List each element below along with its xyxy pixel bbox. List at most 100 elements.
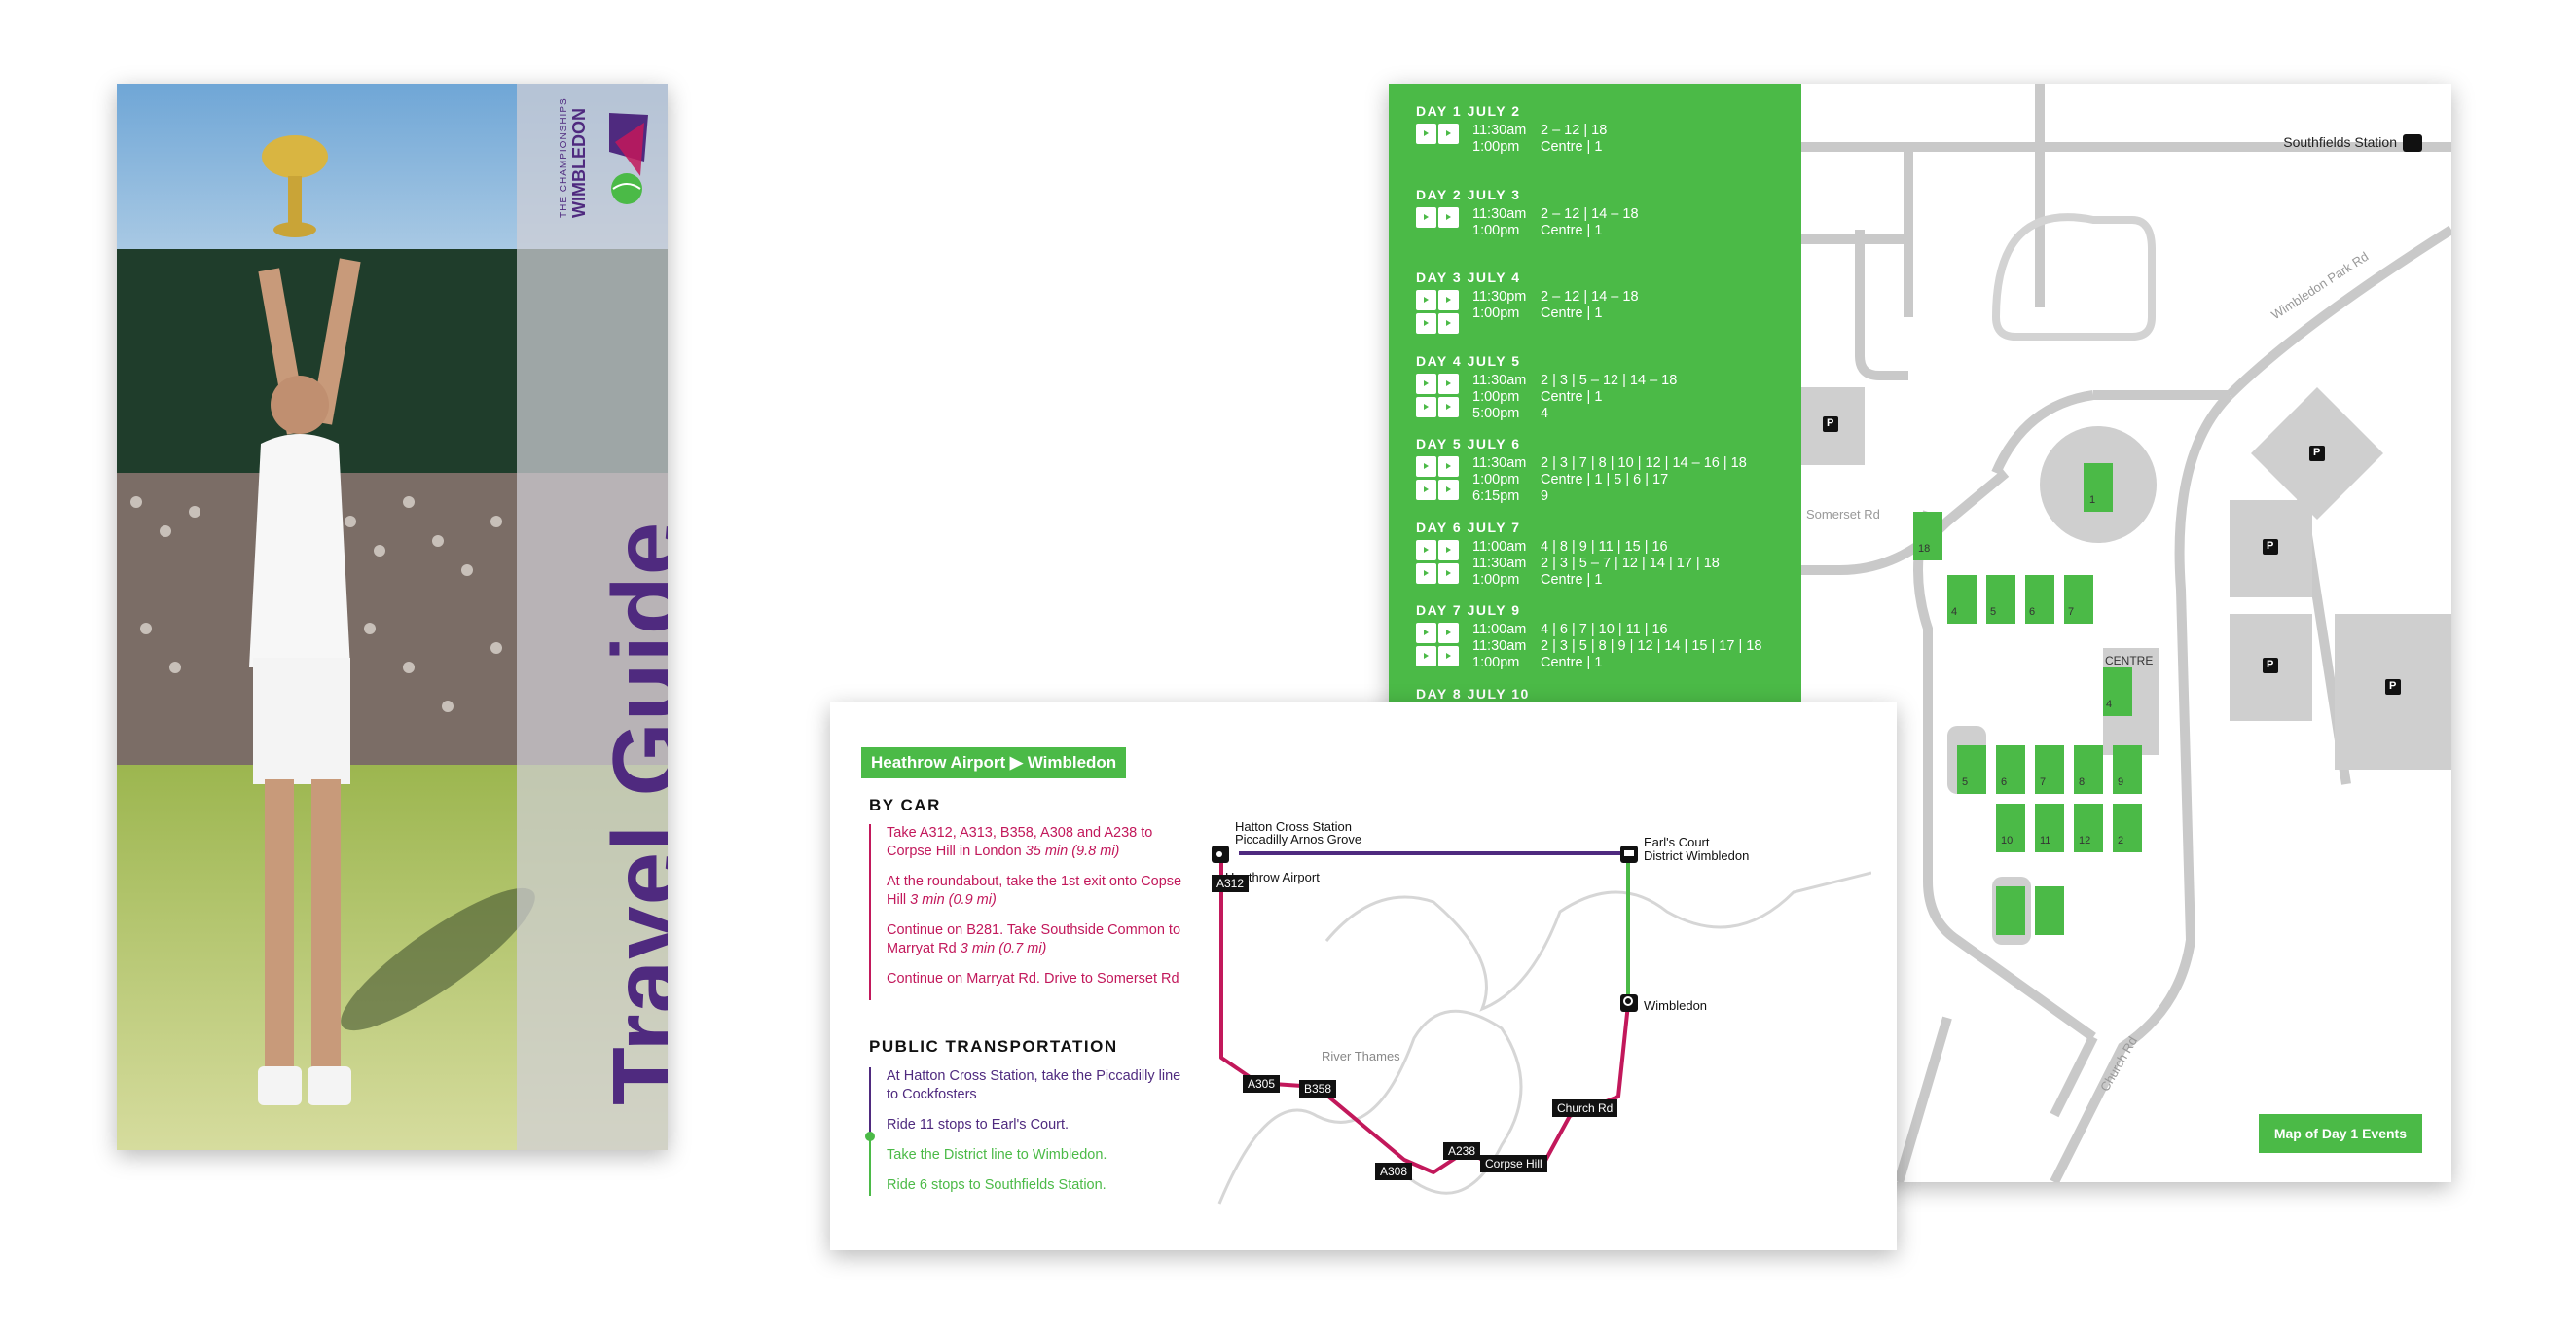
schedule-courts: Centre | 1 | 5 | 6 | 17 [1541, 472, 1669, 487]
schedule-courts: 2 | 3 | 5 – 12 | 14 – 18 [1541, 372, 1678, 388]
cover-side-band [517, 84, 668, 1150]
court-number: 1 [2089, 494, 2096, 506]
schedule-courts: 2 – 12 | 18 [1541, 123, 1608, 138]
earls-court-label: Earl's Court [1644, 835, 1710, 849]
venue-map: Southfields Station Wimbledon Park Rd So… [1796, 84, 2451, 1182]
arrow-icon[interactable] [1438, 124, 1459, 144]
court-number: 9 [2118, 776, 2124, 788]
arrow-icon[interactable] [1416, 206, 1436, 228]
arrow-icon[interactable] [1438, 480, 1459, 500]
road-tag-corpse-hill: Corpse Hill [1480, 1155, 1547, 1172]
arrow-icon[interactable] [1416, 456, 1436, 477]
arrow-icon[interactable] [1416, 623, 1436, 643]
schedule-day-title: DAY 4 JULY 5 [1416, 352, 1521, 369]
arrow-icon[interactable] [1416, 373, 1436, 394]
schedule-row: 6:15pm 9 [1472, 488, 1747, 505]
arrow-icon[interactable] [1416, 313, 1436, 334]
schedule-courts: 4 [1541, 405, 1549, 421]
transit-steps: At Hatton Cross Station, take the Piccad… [865, 1067, 1190, 1206]
schedule-day-title: DAY 8 JULY 10 [1416, 685, 1530, 702]
schedule-time: 11:30am [1472, 205, 1527, 222]
district-line-bar [869, 1137, 871, 1196]
schedule-row: 11:30am 2 – 12 | 18 [1472, 123, 1607, 139]
arrow-icon[interactable] [1438, 206, 1459, 228]
arrow-icon[interactable] [1438, 623, 1459, 643]
car-step: At the roundabout, take the 1st exit ont… [887, 873, 1190, 910]
court-number: 4 [2106, 699, 2113, 710]
schedule-day: DAY 1 JULY 2 11:30am 2 – 12 | 18 1:00pm Cent… [1416, 103, 1801, 187]
hatton-cross-label: Hatton Cross Station [1235, 819, 1352, 834]
car-step-duration: 3 min (0.9 mi) [910, 892, 997, 908]
schedule-courts: 2 | 3 | 5 | 8 | 9 | 12 | 14 | 15 | 17 | … [1541, 638, 1762, 654]
car-step-duration: 3 min (0.7 mi) [960, 941, 1047, 956]
schedule-row: 1:00pm Centre | 1 [1472, 306, 1639, 322]
court-number: 18 [1918, 543, 1931, 555]
schedule-day-title: DAY 5 JULY 6 [1416, 436, 1521, 451]
route-map: Hatton Cross Station Piccadilly Arnos Gr… [1210, 795, 1872, 1247]
schedule-time: 11:30pm [1472, 289, 1527, 305]
wimbledon-label: Wimbledon [1644, 998, 1708, 1013]
logo-small-text: THE CHAMPIONSHIPS [559, 97, 569, 218]
road-tag-a308: A308 [1375, 1163, 1413, 1180]
map-of-day-1-button[interactable]: Map of Day 1 Events [2258, 1114, 2422, 1153]
arrow-icon[interactable] [1438, 646, 1459, 666]
schedule-row: 1:00pm Centre | 1 [1472, 139, 1607, 156]
court-number: 6 [2001, 776, 2008, 788]
road-tag-b358: B358 [1299, 1080, 1337, 1098]
arrow-icon[interactable] [1438, 313, 1459, 334]
arrow-icon[interactable] [1438, 539, 1459, 560]
southfields-station-text: Southfields Station [2283, 134, 2397, 150]
arrow-icon[interactable] [1438, 562, 1459, 584]
schedule-row: 1:00pm Centre | 1 | 5 | 6 | 17 [1472, 472, 1747, 488]
arrow-icon[interactable] [1416, 646, 1436, 666]
arrow-icon[interactable] [1416, 396, 1436, 417]
court-number: 10 [2001, 835, 2014, 846]
court-number: 2 [2118, 835, 2124, 846]
schedule-day-icons [1416, 124, 1465, 147]
transit-step: Ride 11 stops to Earl's Court. [887, 1117, 1070, 1133]
schedule-courts: Centre | 1 [1541, 306, 1603, 321]
arrow-icon[interactable] [1416, 562, 1436, 584]
schedule-courts: Centre | 1 [1541, 139, 1603, 155]
schedule-row: 11:30am 2 | 3 | 5 – 12 | 14 – 18 [1472, 373, 1677, 389]
schedule-day: DAY 6 JULY 7 11:00am 4 | 8 | 9 | 11 | 15 |… [1416, 520, 1801, 603]
schedule-day-rows: 11:00am 4 | 6 | 7 | 10 | 11 | 16 11:30am 2 … [1472, 622, 1761, 671]
transit-step: Ride 6 stops to Southfields Station. [887, 1177, 1107, 1193]
schedule-row: 1:00pm Centre | 1 [1472, 389, 1677, 406]
schedule-row: 1:00pm Centre | 1 [1472, 655, 1761, 671]
arrow-icon[interactable] [1438, 456, 1459, 477]
schedule-row: 11:30am 2 | 3 | 5 – 7 | 12 | 14 | 17 | 18 [1472, 556, 1720, 572]
southfields-station-label: Southfields Station [2283, 134, 2422, 153]
schedule-row: 1:00pm Centre | 1 [1472, 572, 1720, 589]
schedule-courts: 9 [1541, 488, 1549, 504]
court-number: 4 [1951, 606, 1958, 618]
piccadilly-arnos-label: Piccadilly Arnos Grove [1235, 832, 1362, 846]
arrow-icon[interactable] [1438, 373, 1459, 394]
court-number: 5 [1962, 776, 1969, 788]
schedule-courts: 2 – 12 | 14 – 18 [1541, 289, 1639, 305]
arrow-icon[interactable] [1416, 290, 1436, 310]
court-number: 7 [2040, 776, 2047, 788]
schedule-time: 11:30am [1472, 555, 1527, 571]
schedule-courts: 2 – 12 | 14 – 18 [1541, 205, 1639, 222]
arrow-icon[interactable] [1416, 480, 1436, 500]
schedule-day-icons [1416, 373, 1465, 420]
schedule-day-title: DAY 2 JULY 3 [1416, 186, 1521, 202]
arrow-icon[interactable] [1438, 396, 1459, 417]
arrow-icon[interactable] [1438, 290, 1459, 310]
schedule-day: DAY 4 JULY 5 11:30am 2 | 3 | 5 – 12 | 14 –… [1416, 353, 1801, 437]
arrow-icon[interactable] [1416, 124, 1436, 144]
parking-label: P [2389, 680, 2397, 692]
centre-court-label: CENTRE [2105, 654, 2154, 667]
route-map-drawing [1212, 846, 1872, 1205]
schedule-time: 1:00pm [1472, 222, 1520, 238]
schedule-day-icons [1416, 206, 1465, 231]
arrow-icon[interactable] [1416, 539, 1436, 560]
parking-label: P [1827, 417, 1834, 429]
court-number: 7 [2068, 606, 2075, 618]
schedule-row: 11:30am 2 | 3 | 7 | 8 | 10 | 12 | 14 – 16… [1472, 455, 1747, 472]
district-wimbledon-label: District Wimbledon [1644, 848, 1750, 863]
road-tag-a305: A305 [1243, 1075, 1281, 1093]
schedule-row: 5:00pm 4 [1472, 406, 1677, 422]
schedule-day-title: DAY 7 JULY 9 [1416, 602, 1521, 618]
